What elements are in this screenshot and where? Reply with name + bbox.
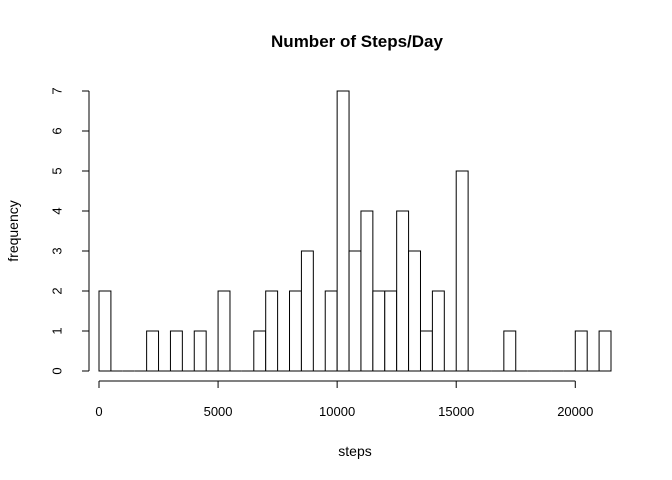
histogram-bar xyxy=(384,290,398,372)
bar-group xyxy=(98,90,612,372)
histogram-bar xyxy=(598,330,612,372)
y-tick-label: 3 xyxy=(50,247,65,254)
histogram-bar xyxy=(348,250,362,372)
x-axis-label: steps xyxy=(338,443,371,459)
chart-title: Number of Steps/Day xyxy=(271,32,443,51)
y-tick-label: 2 xyxy=(50,287,65,294)
histogram-bar xyxy=(98,290,112,372)
histogram-bar xyxy=(217,290,231,372)
x-tick-label: 0 xyxy=(95,404,102,419)
histogram-bar xyxy=(408,250,421,372)
y-tick-label: 0 xyxy=(50,367,65,374)
histogram-bar xyxy=(169,330,183,372)
histogram-bar xyxy=(324,290,338,372)
y-tick-label: 4 xyxy=(50,207,65,214)
histogram-bar xyxy=(431,290,445,372)
histogram-bar xyxy=(455,170,469,372)
x-axis: 0 5000 10000 15000 20000 xyxy=(95,380,593,419)
x-tick-label: 20000 xyxy=(557,404,593,419)
x-tick-label: 10000 xyxy=(319,404,355,419)
y-tick-label: 1 xyxy=(50,327,65,334)
y-axis-label: frequency xyxy=(5,200,21,261)
histogram-bar xyxy=(289,290,302,372)
x-tick-label: 5000 xyxy=(204,404,233,419)
x-tick-label: 15000 xyxy=(438,404,474,419)
y-tick-label: 6 xyxy=(50,127,65,134)
histogram-bar xyxy=(574,330,588,372)
histogram-bar xyxy=(253,330,267,372)
y-tick-label: 7 xyxy=(50,87,65,94)
y-tick-label: 5 xyxy=(50,167,65,174)
histogram-bar xyxy=(265,290,279,372)
histogram-bar xyxy=(146,330,160,372)
histogram-bar xyxy=(336,90,350,372)
histogram-bar xyxy=(372,290,386,372)
histogram-bar xyxy=(193,330,207,372)
histogram-bar xyxy=(360,210,374,372)
y-axis: 0 1 2 3 4 5 6 7 xyxy=(50,87,90,375)
histogram-bar xyxy=(396,210,410,372)
histogram-bar xyxy=(300,250,314,372)
histogram-bar xyxy=(419,330,433,372)
histogram-bar xyxy=(503,330,517,372)
